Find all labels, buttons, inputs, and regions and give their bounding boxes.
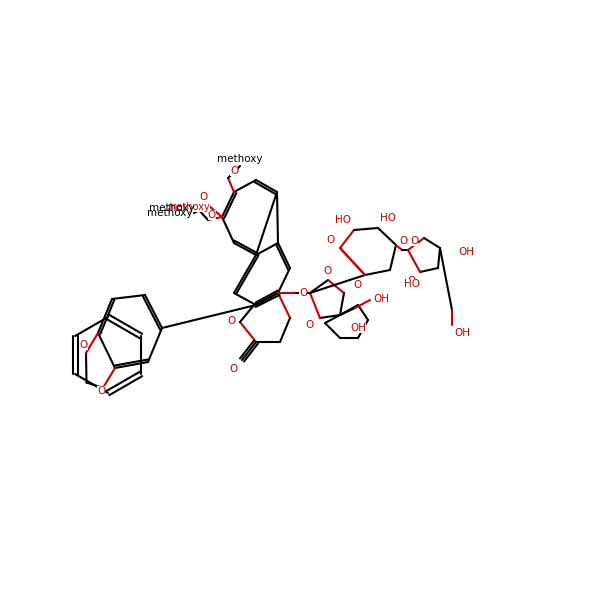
- Text: methoxy: methoxy: [167, 202, 211, 212]
- Text: O: O: [208, 210, 216, 220]
- Text: O: O: [200, 192, 208, 202]
- Text: O: O: [228, 316, 236, 326]
- Text: O: O: [97, 386, 105, 396]
- Text: O: O: [399, 236, 407, 246]
- Text: O: O: [230, 364, 238, 374]
- Text: methoxy: methoxy: [217, 154, 263, 164]
- Text: O: O: [327, 235, 335, 245]
- Text: methoxy: methoxy: [146, 208, 192, 218]
- Text: OH: OH: [350, 323, 366, 333]
- Text: HO: HO: [404, 279, 420, 289]
- Text: methoxy: methoxy: [149, 203, 195, 213]
- Text: O: O: [408, 276, 416, 286]
- Text: OH: OH: [373, 294, 389, 304]
- Text: HO: HO: [380, 213, 396, 223]
- Text: HO: HO: [335, 215, 351, 225]
- Text: O: O: [306, 320, 314, 330]
- Text: OH: OH: [458, 247, 474, 257]
- Text: O: O: [324, 266, 332, 276]
- Text: O: O: [354, 280, 362, 290]
- Text: O: O: [299, 288, 307, 298]
- Text: O: O: [410, 236, 418, 246]
- Text: OH: OH: [454, 328, 470, 338]
- Text: O: O: [230, 166, 238, 176]
- Text: O: O: [80, 340, 88, 350]
